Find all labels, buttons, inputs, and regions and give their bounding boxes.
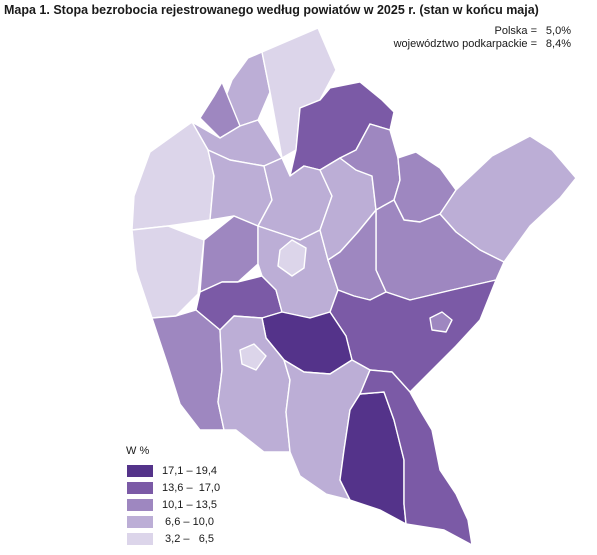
- summary-poland-label: Polska =: [494, 25, 538, 37]
- region-west-c: [131, 225, 205, 319]
- summary-voivodeship-value: 8,4%: [545, 38, 571, 50]
- legend-swatch: [126, 480, 154, 495]
- summary-poland: Polska = 5,0%: [394, 25, 572, 38]
- legend-label: 17,1 – 19,4: [162, 464, 218, 477]
- region-city-west: [239, 343, 267, 371]
- legend-swatch: [126, 514, 154, 529]
- map-title: Mapa 1. Stopa bezrobocia rejestrowanego …: [4, 3, 539, 17]
- legend: W % 17,1 – 19,4 13,6 – 17,0 10,1 – 13,5 …: [126, 445, 224, 547]
- summary-poland-value: 5,0%: [545, 25, 571, 37]
- region-southwest-a: [151, 309, 225, 431]
- legend-swatch: [126, 531, 154, 546]
- summary-voivodeship: województwo podkarpackie = 8,4%: [394, 38, 571, 51]
- legend-item: 10,1 – 13,5: [126, 496, 224, 513]
- legend-item: 13,6 – 17,0: [126, 479, 224, 496]
- legend-item: 3,2 – 6,5: [126, 530, 224, 547]
- legend-item: 6,6 – 10,0: [126, 513, 224, 530]
- legend-swatch: [126, 463, 154, 478]
- legend-title: W %: [126, 445, 150, 457]
- region-city-center: [277, 239, 307, 277]
- legend-item: 17,1 – 19,4: [126, 462, 224, 479]
- region-west-a: [131, 121, 215, 231]
- legend-swatch: [126, 497, 154, 512]
- legend-label: 3,2 – 6,5: [162, 532, 214, 545]
- region-city-east: [429, 311, 453, 333]
- summary-stats: Polska = 5,0% województwo podkarpackie =…: [394, 25, 571, 51]
- legend-label: 6,6 – 10,0: [162, 515, 214, 528]
- region-north-b: [199, 81, 241, 139]
- legend-label: 10,1 – 13,5: [162, 498, 218, 511]
- summary-voivodeship-label: województwo podkarpackie =: [393, 38, 537, 50]
- legend-label: 13,6 – 17,0: [162, 481, 221, 494]
- region-south-east: [359, 369, 473, 546]
